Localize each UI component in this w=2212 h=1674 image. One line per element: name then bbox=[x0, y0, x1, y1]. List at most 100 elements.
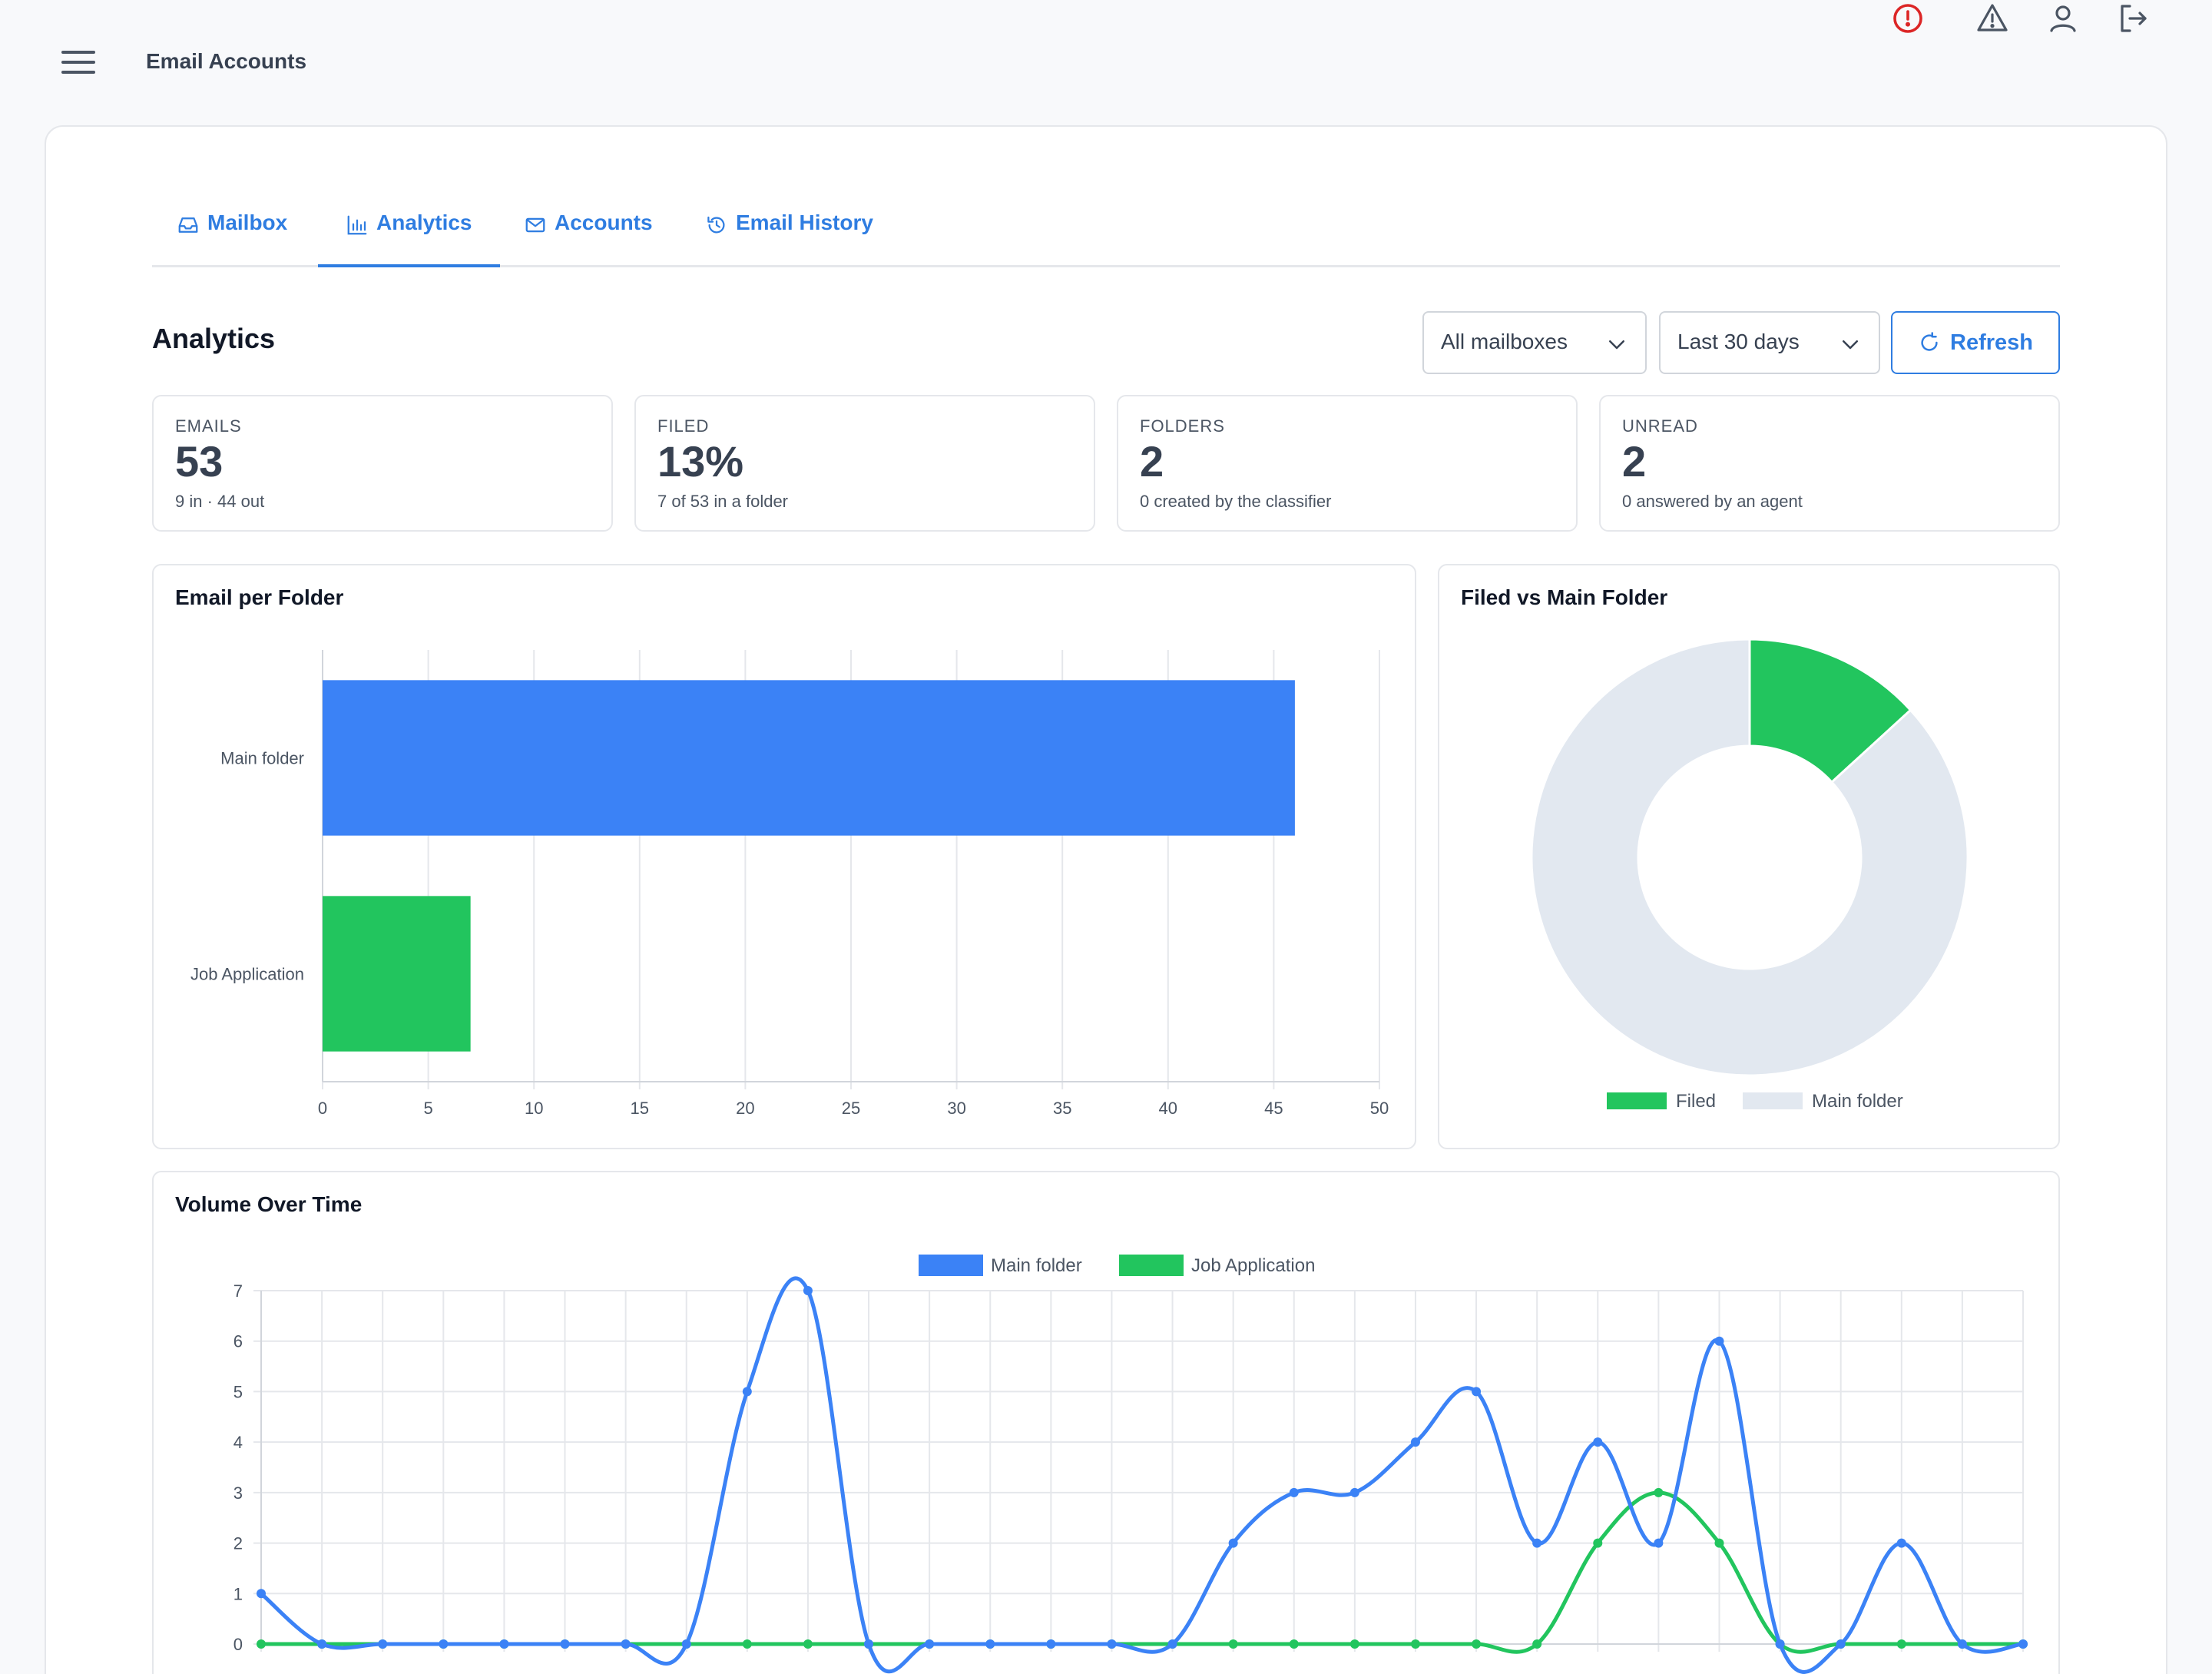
y-tick-label: 1 bbox=[233, 1584, 243, 1603]
data-point bbox=[742, 1387, 752, 1397]
x-tick-label: 35 bbox=[1053, 1099, 1071, 1118]
data-point bbox=[1593, 1437, 1603, 1447]
data-point bbox=[1532, 1538, 1542, 1548]
data-point bbox=[803, 1639, 813, 1649]
refresh-label: Refresh bbox=[1950, 330, 2033, 355]
volume-over-time-panel: Volume Over Time 0 1 2 3 4 5 6 7 Main folder Job … bbox=[152, 1171, 2060, 1674]
data-point bbox=[1107, 1639, 1117, 1649]
data-point bbox=[317, 1639, 327, 1649]
legend-label: Main folder bbox=[991, 1255, 1082, 1276]
chevron-down-icon bbox=[1609, 340, 1624, 350]
legend-swatch bbox=[1743, 1092, 1803, 1109]
series-line bbox=[260, 1276, 2024, 1674]
filed-vs-main-chart: Filed Main folder bbox=[1530, 638, 1969, 1112]
data-point bbox=[1957, 1639, 1967, 1649]
stat-card-filed: FILED 13% 7 of 53 in a folder bbox=[634, 395, 1095, 532]
stat-label: FOLDERS bbox=[1140, 416, 1225, 436]
bar-chart-icon bbox=[347, 215, 367, 235]
inbox-icon bbox=[178, 217, 198, 233]
refresh-icon bbox=[1921, 332, 1938, 351]
data-point bbox=[1714, 1538, 1724, 1548]
logout-icon[interactable] bbox=[2114, 0, 2151, 37]
page-title: Analytics bbox=[152, 323, 276, 354]
x-tick-label: 30 bbox=[947, 1099, 965, 1118]
user-icon[interactable] bbox=[2045, 0, 2081, 37]
data-point bbox=[1228, 1639, 1238, 1649]
stat-card-emails: EMAILS 53 9 in · 44 out bbox=[152, 395, 613, 532]
data-point bbox=[1289, 1487, 1299, 1497]
y-tick-label: 4 bbox=[233, 1433, 243, 1452]
top-bar: Email Accounts bbox=[0, 0, 2212, 123]
stat-value: 2 bbox=[1622, 437, 1647, 486]
tab-mailbox[interactable]: Mailbox bbox=[177, 210, 287, 267]
x-tick-label: 25 bbox=[842, 1099, 860, 1118]
data-point bbox=[1289, 1639, 1299, 1649]
legend-swatch bbox=[1607, 1092, 1667, 1109]
x-tick-label: 5 bbox=[423, 1099, 432, 1118]
stat-subtext: 0 created by the classifier bbox=[1140, 492, 1332, 511]
tab-email-history-label: Email History bbox=[736, 210, 873, 234]
data-point bbox=[1593, 1538, 1603, 1548]
stat-subtext: 7 of 53 in a folder bbox=[657, 492, 789, 511]
menu-icon[interactable] bbox=[61, 51, 95, 77]
data-point bbox=[1896, 1538, 1906, 1548]
bar bbox=[323, 896, 471, 1052]
envelope-icon bbox=[525, 217, 545, 233]
stat-label: EMAILS bbox=[175, 416, 242, 436]
mailbox-select-value: All mailboxes bbox=[1441, 330, 1568, 353]
data-point bbox=[1654, 1487, 1664, 1497]
data-point bbox=[803, 1286, 813, 1295]
x-tick-label: 45 bbox=[1264, 1099, 1283, 1118]
pie-slice bbox=[1530, 638, 1969, 1077]
x-tick-label: 50 bbox=[1370, 1099, 1389, 1118]
tab-accounts-label: Accounts bbox=[555, 210, 653, 234]
tab-analytics-label: Analytics bbox=[376, 210, 472, 234]
alert-circle-icon[interactable] bbox=[1889, 0, 1926, 37]
tab-analytics[interactable]: Analytics bbox=[318, 210, 500, 267]
legend-label: Main folder bbox=[1812, 1091, 1903, 1112]
data-point bbox=[1775, 1639, 1785, 1649]
data-point bbox=[1167, 1639, 1177, 1649]
chart-title: Filed vs Main Folder bbox=[1461, 585, 1668, 609]
data-point bbox=[499, 1639, 509, 1649]
stat-label: FILED bbox=[657, 416, 710, 436]
legend-label: Job Application bbox=[1191, 1255, 1315, 1276]
chart-title: Volume Over Time bbox=[175, 1192, 363, 1216]
history-icon bbox=[707, 216, 725, 234]
data-point bbox=[681, 1639, 691, 1649]
y-tick-label: 6 bbox=[233, 1332, 243, 1351]
filed-vs-main-panel: Filed vs Main Folder Filed Main folder bbox=[1438, 564, 2060, 1149]
refresh-button[interactable]: Refresh bbox=[1891, 311, 2060, 374]
data-point bbox=[1046, 1639, 1056, 1649]
warning-triangle-icon[interactable] bbox=[1974, 0, 2011, 37]
date-range-select[interactable]: Last 30 days bbox=[1659, 311, 1880, 374]
data-point bbox=[1836, 1639, 1846, 1649]
data-point bbox=[378, 1639, 388, 1649]
data-point bbox=[1349, 1639, 1359, 1649]
data-point bbox=[560, 1639, 570, 1649]
y-tick-label: 0 bbox=[233, 1635, 243, 1654]
data-point bbox=[1349, 1487, 1359, 1497]
y-tick-label: 7 bbox=[233, 1281, 243, 1301]
email-per-folder-panel: Email per Folder 0 5 10 15 20 25 30 35 40 45 50 Mai… bbox=[152, 564, 1416, 1149]
date-range-select-value: Last 30 days bbox=[1677, 330, 1800, 353]
volume-over-time-chart: 0 1 2 3 4 5 6 7 Main folder Job Application bbox=[233, 1255, 2028, 1674]
stat-value: 2 bbox=[1140, 437, 1164, 486]
x-tick-label: 20 bbox=[736, 1099, 754, 1118]
data-point bbox=[1714, 1336, 1724, 1346]
data-point bbox=[257, 1589, 266, 1599]
stat-label: UNREAD bbox=[1622, 416, 1698, 436]
category-label: Job Application bbox=[190, 965, 304, 984]
x-tick-label: 40 bbox=[1159, 1099, 1177, 1118]
data-point bbox=[1896, 1639, 1906, 1649]
mailbox-select[interactable]: All mailboxes bbox=[1422, 311, 1647, 374]
stat-value: 53 bbox=[175, 437, 224, 486]
category-label: Main folder bbox=[220, 749, 304, 768]
tab-email-history[interactable]: Email History bbox=[705, 210, 873, 267]
chart-title: Email per Folder bbox=[175, 585, 344, 609]
tab-accounts[interactable]: Accounts bbox=[524, 210, 653, 267]
x-tick-label: 10 bbox=[525, 1099, 543, 1118]
data-point bbox=[621, 1639, 631, 1649]
stat-card-folders: FOLDERS 2 0 created by the classifier bbox=[1117, 395, 1578, 532]
stat-subtext: 0 answered by an agent bbox=[1622, 492, 1803, 511]
